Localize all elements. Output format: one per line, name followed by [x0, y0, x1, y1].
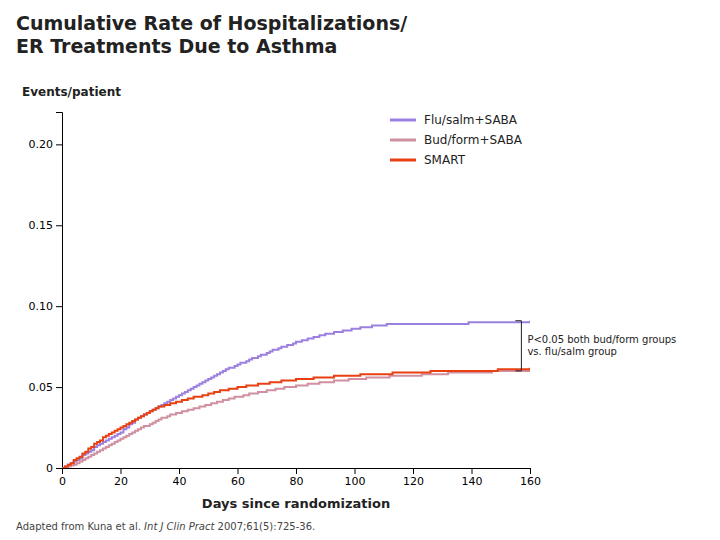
tick-label: 0.15 — [29, 219, 54, 232]
tick-mark — [238, 468, 239, 474]
legend-item: SMART — [390, 153, 466, 167]
tick-label: 0.05 — [29, 381, 54, 394]
tick-mark — [472, 468, 473, 474]
y-axis-title: Events/patient — [22, 85, 121, 99]
x-axis-title: Days since randomization — [202, 496, 390, 511]
bracket-end — [515, 370, 521, 371]
tick-mark — [296, 468, 297, 474]
axis-line — [56, 113, 63, 469]
annotation-bracket — [515, 321, 521, 371]
tick-mark — [530, 468, 531, 474]
source-part: 2007;61(5):725-36. — [214, 521, 315, 532]
y-axis: 0 0.05 0.10 0.15 0.20 — [29, 113, 63, 476]
tick-mark — [56, 468, 62, 469]
bracket-spine — [521, 321, 522, 371]
tick-mark — [121, 468, 122, 474]
tick: 160 — [520, 468, 541, 488]
tick-label: 80 — [290, 475, 304, 488]
tick-mark — [56, 306, 62, 307]
tick: 0.10 — [29, 300, 63, 313]
legend-item: Flu/salm+SABA — [390, 113, 518, 127]
tick-label: 120 — [403, 475, 424, 488]
title: Cumulative Rate of Hospitalizations/ER T… — [16, 12, 407, 57]
legend: Flu/salm+SABA Bud/form+SABA SMART — [390, 113, 523, 167]
tick-label: 0.10 — [29, 300, 54, 313]
tick-mark — [56, 387, 62, 388]
tick: 100 — [345, 468, 366, 488]
bracket-end — [515, 320, 521, 321]
tick-mark — [413, 468, 414, 474]
tick: 0.20 — [29, 138, 63, 151]
legend-label: Flu/salm+SABA — [424, 113, 518, 127]
tick: 80 — [290, 468, 304, 488]
tick-label: 160 — [520, 475, 541, 488]
tick-mark — [355, 468, 356, 474]
tick: 0 — [59, 468, 66, 488]
tick-mark — [56, 225, 62, 226]
tick: 0 — [46, 462, 62, 475]
tick-label: 140 — [462, 475, 483, 488]
line — [62, 321, 530, 468]
legend-item: Bud/form+SABA — [390, 133, 523, 147]
tick: 120 — [403, 468, 424, 488]
tick-mark — [179, 468, 180, 474]
tick: 20 — [114, 468, 128, 488]
tick-label: 0.20 — [29, 138, 54, 151]
axis-line — [63, 469, 531, 475]
tick-label: 0 — [59, 475, 66, 488]
tick-label: 60 — [231, 475, 245, 488]
line — [62, 368, 530, 468]
line — [62, 371, 530, 468]
tick: 0.15 — [29, 219, 63, 232]
annotation: P<0.05 both bud/form groupsvs. flu/salm … — [527, 334, 676, 357]
x-axis: 0 20 40 60 80 100 120 140 160 — [59, 468, 541, 488]
tick: 0.05 — [29, 381, 63, 394]
tick: 40 — [173, 468, 187, 488]
tick-label: 0 — [46, 462, 53, 475]
tick: 140 — [462, 468, 483, 488]
source: Adapted from Kuna et al. Int J Clin Prac… — [16, 521, 315, 532]
legend-swatch — [390, 139, 416, 142]
source-part: Int J Clin Pract — [144, 521, 215, 532]
tick-mark — [56, 144, 62, 145]
source-part: Adapted from Kuna et al. — [16, 521, 144, 532]
legend-label: Bud/form+SABA — [424, 133, 523, 147]
legend-swatch — [390, 159, 416, 162]
tick: 60 — [231, 468, 245, 488]
tick-label: 40 — [173, 475, 187, 488]
tick-label: 100 — [345, 475, 366, 488]
chart: Cumulative Rate of Hospitalizations/ER T… — [0, 0, 720, 540]
legend-label: SMART — [424, 153, 466, 167]
plot-area — [62, 321, 530, 468]
legend-swatch — [390, 119, 416, 122]
tick-label: 20 — [114, 475, 128, 488]
